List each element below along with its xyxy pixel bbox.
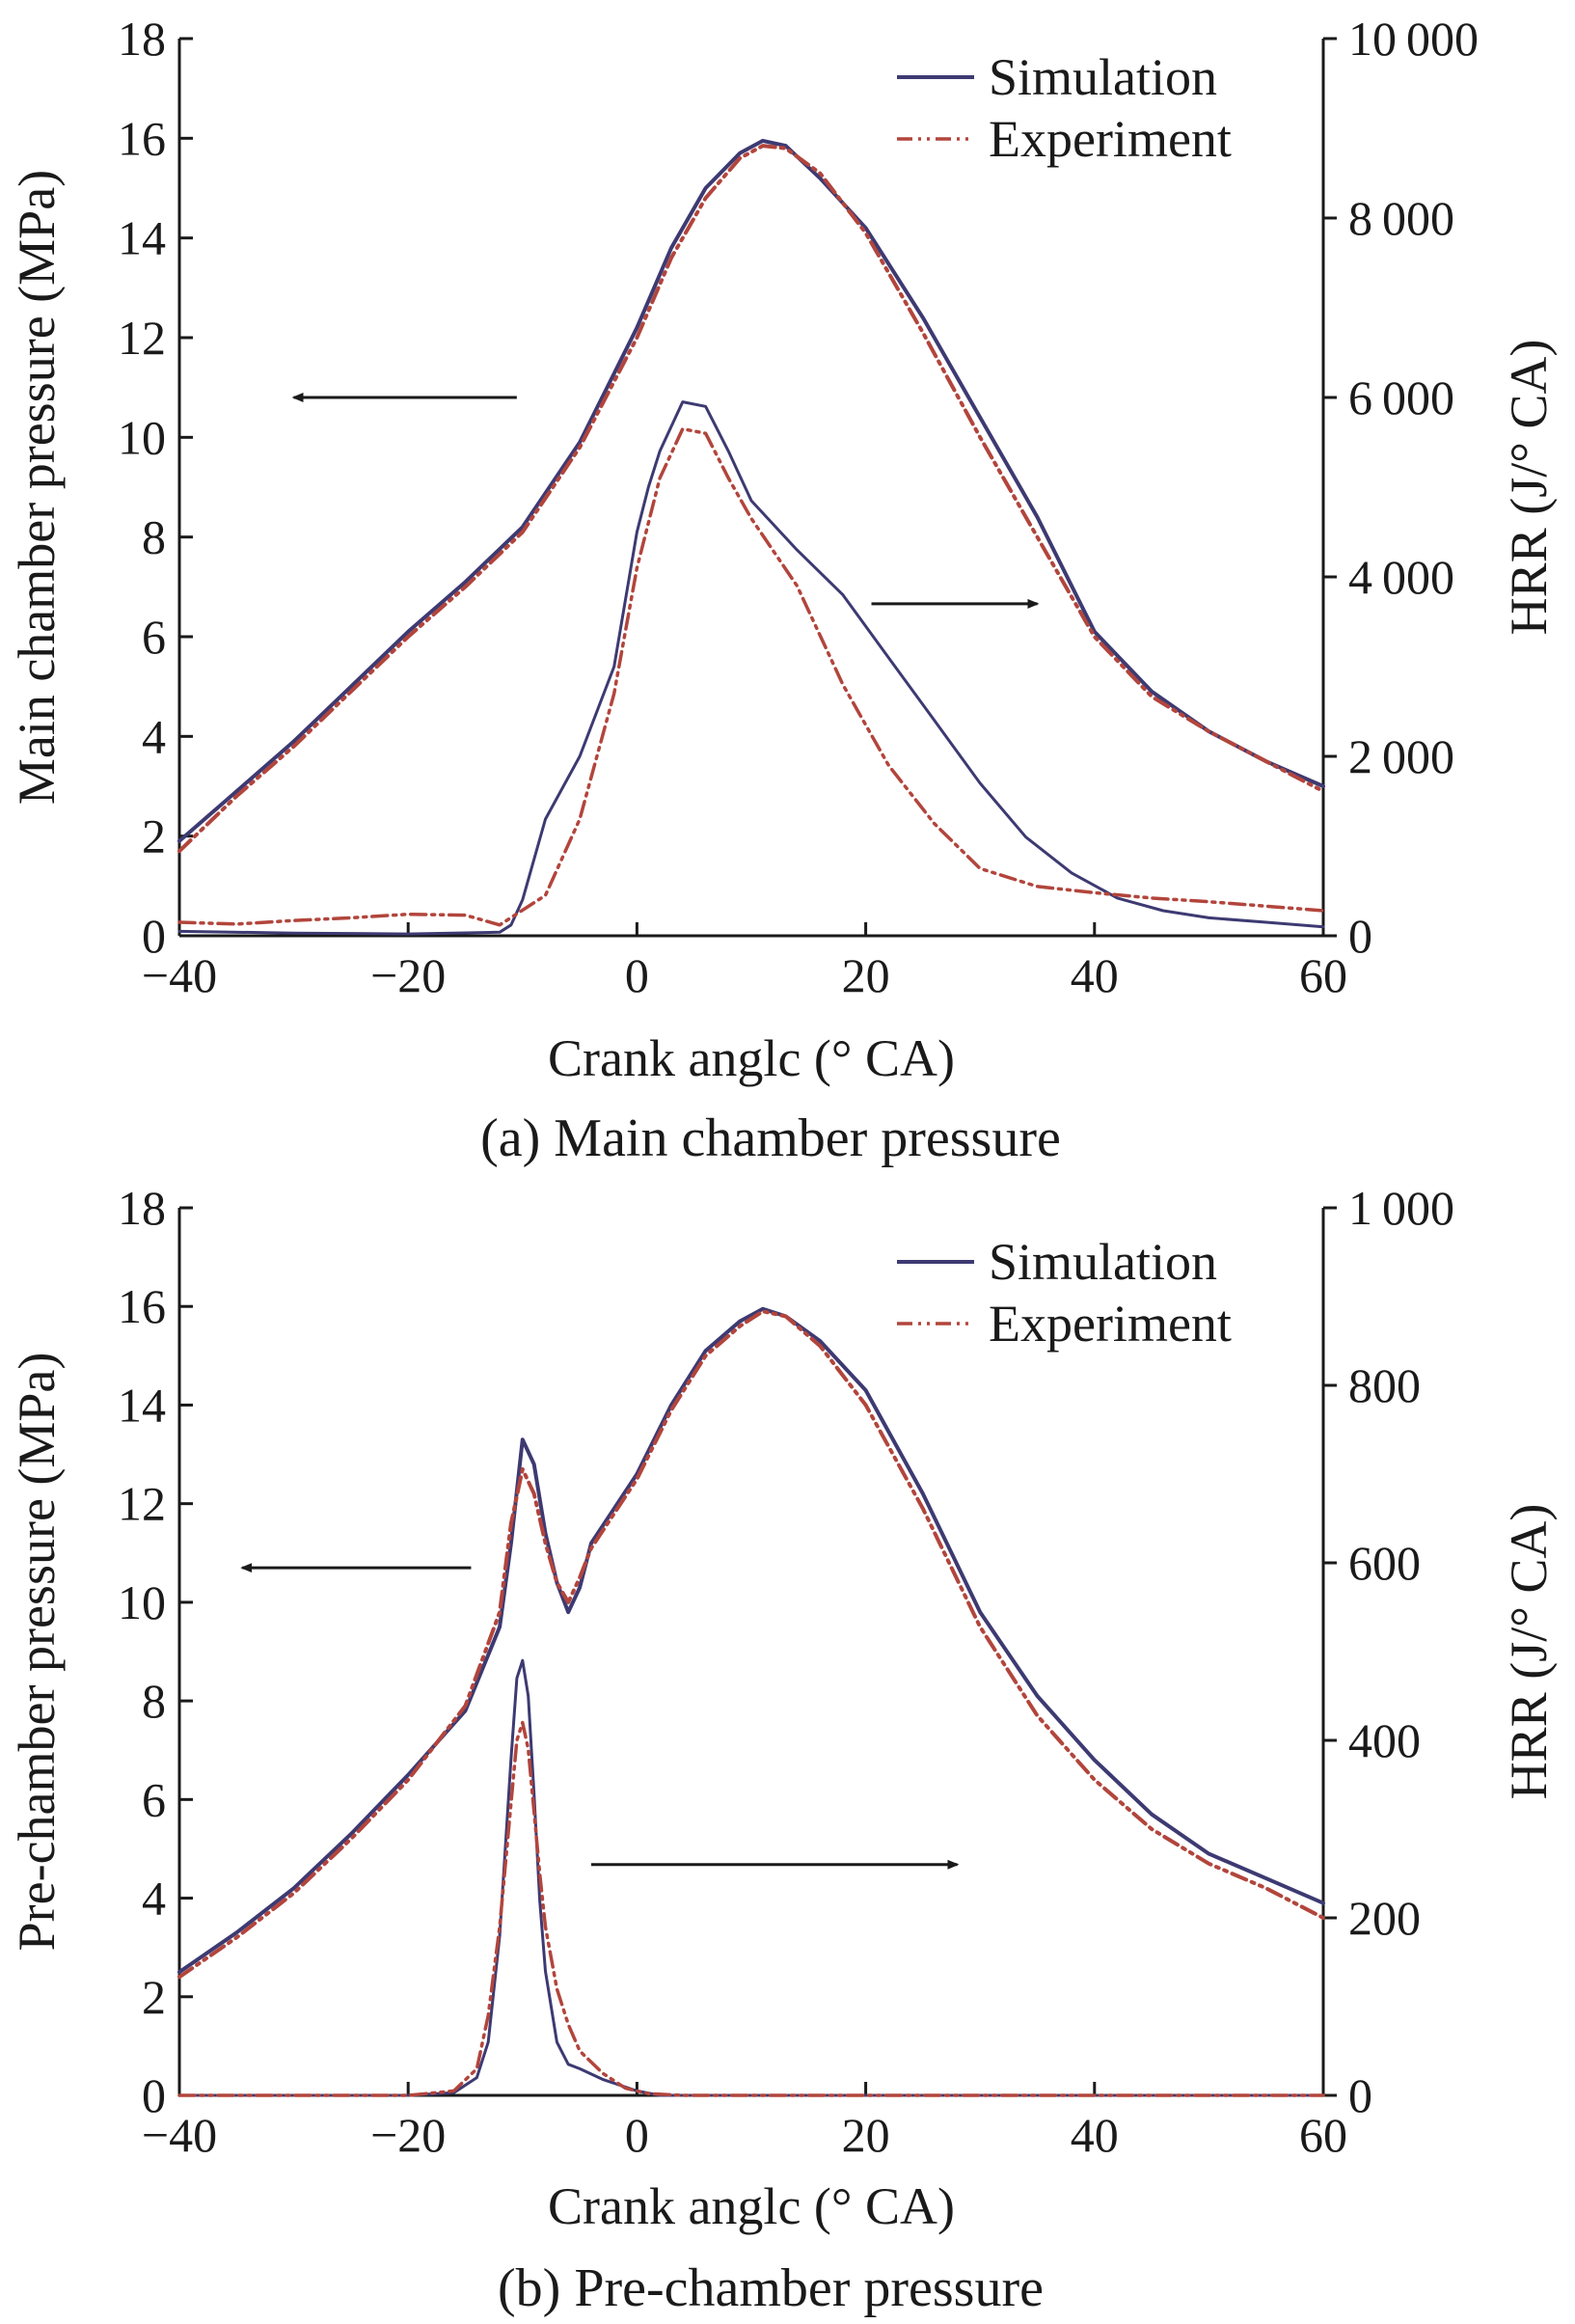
y-right-tick-label: 2 000	[1348, 729, 1454, 783]
y-left-tick-label: 14	[118, 211, 166, 265]
y-left-tick-label: 18	[118, 1181, 166, 1235]
y-left-tick-label: 10	[118, 1575, 166, 1629]
series-simulation-pressure-line	[177, 138, 1325, 843]
x-tick-label: 40	[1071, 948, 1119, 1002]
y-left-tick-label: 12	[118, 311, 166, 365]
x-tick-label: 0	[625, 2108, 649, 2162]
series-simulation-hrr-line	[177, 400, 1325, 936]
x-tick-label: 60	[1299, 948, 1347, 1002]
x-axis-title: Crank anglc (° CA)	[548, 1029, 955, 1087]
panel-caption: (b) Pre-chamber pressure	[498, 2258, 1044, 2318]
chart-panel-b: −40 −20 0 20 40 60024681012141618020040060080…	[8, 1181, 1558, 2318]
y-left-tick-label: 2	[142, 1970, 166, 2024]
y-left-tick-label: 0	[142, 2068, 166, 2122]
y-left-tick-label: 8	[142, 1674, 166, 1728]
y-left-tick-label: 14	[118, 1378, 166, 1432]
y-left-tick-label: 12	[118, 1477, 166, 1531]
y-right-tick-label: 200	[1348, 1891, 1421, 1945]
series-experiment-pressure-line	[177, 1309, 1325, 1980]
x-axis-title: Crank anglc (° CA)	[548, 2177, 955, 2235]
y-left-tick-label: 6	[142, 1772, 166, 1826]
y-axis-left-title: Pre-chamber pressure (MPa)	[8, 1353, 66, 1952]
y-right-tick-label: 8 000	[1348, 191, 1454, 245]
series-simulation-pressure-line	[177, 1306, 1325, 1975]
y-left-tick-label: 16	[118, 1279, 166, 1333]
y-right-tick-label: 0	[1348, 909, 1372, 963]
y-left-tick-label: 4	[142, 709, 166, 763]
y-right-tick-label: 400	[1348, 1713, 1421, 1767]
y-left-tick-label: 2	[142, 809, 166, 863]
y-right-tick-label: 4 000	[1348, 550, 1454, 604]
series-experiment-pressure-line	[177, 144, 1325, 854]
series-experiment-hrr-line	[177, 1720, 1325, 2097]
y-left-tick-label: 8	[142, 510, 166, 564]
x-tick-label: 0	[625, 948, 649, 1002]
y-axis-left-title: Main chamber pressure (MPa)	[8, 170, 66, 805]
series-simulation-hrr-line	[177, 1658, 1325, 2097]
x-tick-label: −40	[142, 948, 217, 1002]
x-tick-label: 20	[842, 2108, 890, 2162]
y-left-tick-label: 0	[142, 909, 166, 963]
y-axis-right-title: HRR (J/° CA)	[1500, 340, 1558, 636]
x-tick-label: 60	[1299, 2108, 1347, 2162]
y-axis-right-title: HRR (J/° CA)	[1500, 1504, 1558, 1800]
y-left-tick-label: 16	[118, 111, 166, 165]
legend-experiment-label: Experiment	[989, 1295, 1232, 1353]
y-left-tick-label: 10	[118, 410, 166, 464]
y-left-tick-label: 18	[118, 12, 166, 66]
y-left-tick-label: 4	[142, 1872, 166, 1926]
y-left-tick-label: 6	[142, 610, 166, 664]
series-experiment-hrr-line	[177, 426, 1325, 927]
y-right-tick-label: 800	[1348, 1358, 1421, 1412]
x-tick-label: −40	[142, 2108, 217, 2162]
legend-simulation-label: Simulation	[989, 48, 1217, 106]
panel-caption: (a) Main chamber pressure	[480, 1108, 1061, 1168]
x-tick-label: −20	[370, 948, 446, 1002]
y-right-tick-label: 10 000	[1348, 12, 1479, 66]
y-right-tick-label: 600	[1348, 1536, 1421, 1590]
x-tick-label: 40	[1071, 2108, 1119, 2162]
y-right-tick-label: 1 000	[1348, 1181, 1454, 1235]
legend-experiment-label: Experiment	[989, 110, 1232, 168]
y-right-tick-label: 0	[1348, 2068, 1372, 2122]
x-tick-label: −20	[370, 2108, 446, 2162]
legend-simulation-label: Simulation	[989, 1233, 1217, 1291]
y-right-tick-label: 6 000	[1348, 370, 1454, 424]
x-tick-label: 20	[842, 948, 890, 1002]
